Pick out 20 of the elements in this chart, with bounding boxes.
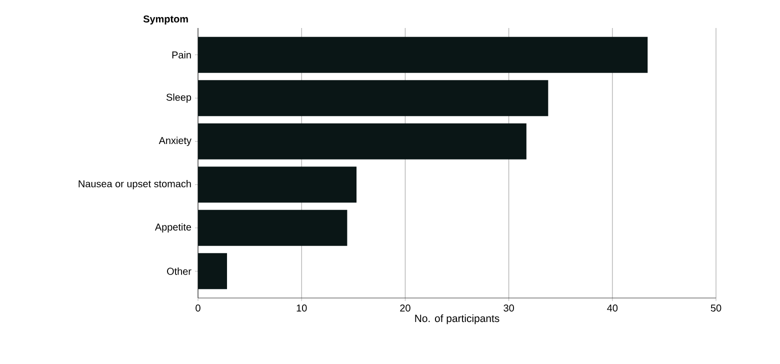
bar (198, 123, 526, 160)
y-tick-label: Appetite (154, 223, 192, 233)
x-tick-label: 40 (607, 304, 618, 312)
y-tick-label: Pain (172, 51, 191, 58)
x-tick-label: 20 (400, 304, 410, 312)
x-tick-label: 10 (296, 304, 307, 312)
bar (198, 36, 648, 73)
x-tick-label: 30 (504, 304, 514, 312)
x-tick-label: 0 (196, 304, 200, 312)
y-tick-label: Anxiety (158, 136, 192, 146)
x-axis-title: No. of participants (415, 314, 500, 324)
y-tick-label: Nausea or upset stomach (78, 180, 191, 190)
bar (198, 210, 348, 246)
y-axis-title: Symptom (143, 15, 188, 24)
bar (198, 166, 357, 203)
bar (198, 253, 228, 290)
x-tick-label: 50 (710, 304, 722, 312)
y-tick-label: Sleep (166, 93, 192, 103)
bar (198, 80, 548, 116)
y-tick-label: Other (167, 268, 192, 275)
